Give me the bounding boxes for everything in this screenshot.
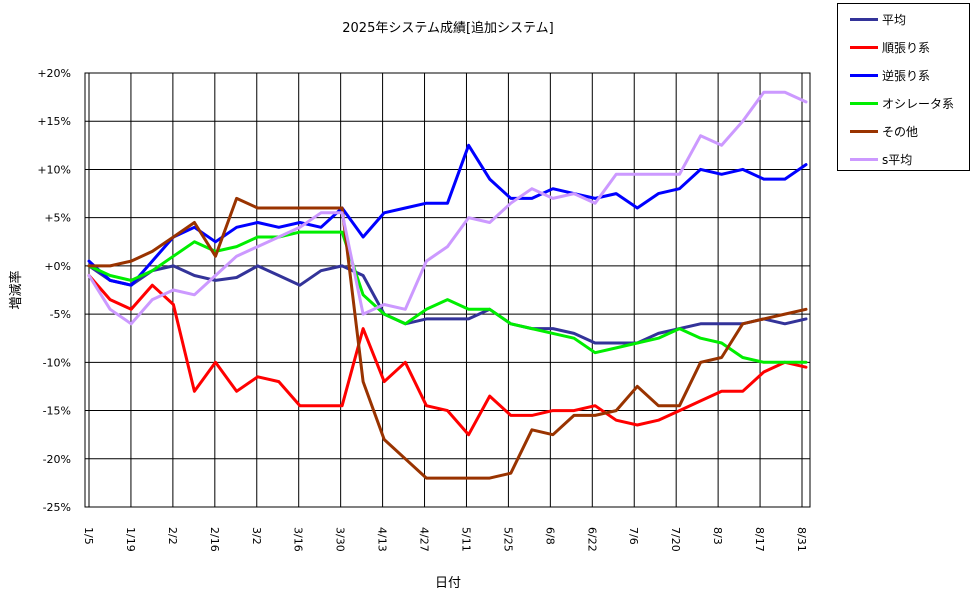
x-tick-label: 3/2 bbox=[250, 527, 263, 545]
grid bbox=[85, 72, 810, 508]
x-tick-label: 1/19 bbox=[124, 527, 137, 552]
legend-label: 順張り系 bbox=[882, 40, 931, 55]
legend-label: オシレータ系 bbox=[882, 96, 955, 111]
x-tick-label: 7/20 bbox=[669, 527, 682, 552]
legend-swatch bbox=[850, 101, 878, 105]
y-tick-label: +5% bbox=[44, 212, 71, 225]
x-tick-label: 4/27 bbox=[418, 527, 431, 552]
x-tick-label: 4/13 bbox=[376, 527, 389, 552]
x-tick-label: 8/17 bbox=[753, 527, 766, 552]
y-tick-label: +20% bbox=[37, 67, 71, 80]
x-tick-label: 8/31 bbox=[795, 527, 808, 552]
y-tick-label: -10% bbox=[43, 356, 71, 369]
legend-item: オシレータ系 bbox=[850, 94, 954, 112]
plot-area bbox=[84, 72, 811, 508]
x-tick-label: 8/3 bbox=[711, 527, 724, 545]
x-tick-label: 3/16 bbox=[292, 527, 305, 552]
series-line-s平均 bbox=[87, 90, 808, 326]
y-tick-label: +15% bbox=[37, 115, 71, 128]
x-tick-label: 7/6 bbox=[627, 527, 640, 545]
legend-label: 平均 bbox=[882, 12, 907, 27]
y-tick-label: +10% bbox=[37, 163, 71, 176]
legend-label: 逆張り系 bbox=[882, 68, 931, 83]
series-lines bbox=[87, 90, 808, 480]
x-axis-label: 日付 bbox=[435, 576, 461, 591]
legend-item: s平均 bbox=[850, 150, 912, 168]
series-line-逆張り系 bbox=[87, 143, 808, 287]
legend-item: 順張り系 bbox=[850, 38, 930, 56]
legend-swatch bbox=[850, 129, 878, 133]
legend-label: その他 bbox=[882, 124, 919, 139]
legend-swatch bbox=[850, 45, 878, 49]
series-line-順張り系 bbox=[87, 274, 808, 437]
x-tick-label: 5/11 bbox=[459, 527, 472, 552]
y-tick-label: -5% bbox=[50, 308, 71, 321]
legend-swatch bbox=[850, 73, 878, 77]
x-tick-label: 2/16 bbox=[208, 527, 221, 552]
x-tick-label: 5/25 bbox=[501, 527, 514, 552]
legend-item: 逆張り系 bbox=[850, 66, 930, 84]
y-tick-label: -25% bbox=[43, 501, 71, 514]
series-line-平均 bbox=[87, 264, 808, 345]
x-tick-label: 3/30 bbox=[334, 527, 347, 552]
x-tick-label: 1/5 bbox=[82, 527, 95, 545]
x-tick-label: 6/22 bbox=[585, 527, 598, 552]
series-line-その他 bbox=[87, 196, 808, 480]
y-axis-label: 増減率 bbox=[8, 270, 24, 309]
series-line-オシレータ系 bbox=[87, 230, 808, 364]
chart-title: 2025年システム成績[追加システム] bbox=[342, 20, 553, 36]
legend-label: s平均 bbox=[882, 152, 913, 167]
x-tick-label: 6/8 bbox=[543, 527, 556, 545]
y-tick-label: +0% bbox=[44, 260, 71, 273]
y-tick-labels: +20% +15% +10% +5% +0% -5% -10% -15% -20% -25% bbox=[37, 67, 71, 514]
legend: 平均順張り系逆張り系オシレータ系 その他 s平均 bbox=[837, 3, 970, 171]
legend-swatch bbox=[850, 17, 878, 21]
legend-item: 平均 bbox=[850, 10, 906, 28]
x-tick-labels: 1/5 1/19 2/2 2/16 3/2 3/16 3/30 4/13 4/27 5/11 5/2… bbox=[82, 527, 808, 552]
y-tick-label: -20% bbox=[43, 453, 71, 466]
y-tick-label: -15% bbox=[43, 405, 71, 418]
legend-swatch bbox=[850, 157, 878, 161]
x-tick-label: 2/2 bbox=[166, 527, 179, 545]
legend-item: その他 bbox=[850, 122, 918, 140]
